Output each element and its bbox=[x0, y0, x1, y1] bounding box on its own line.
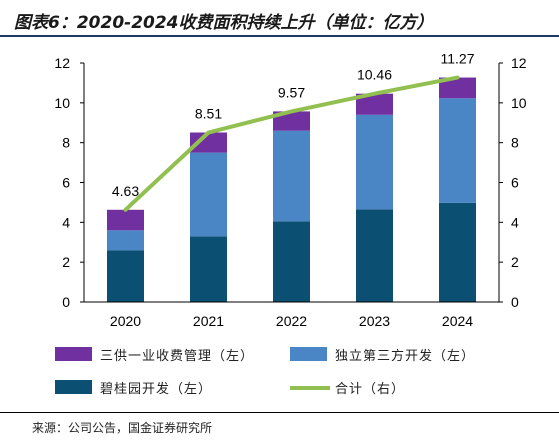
bar-segment-sanfang bbox=[273, 111, 310, 131]
legend-swatch-independent bbox=[290, 347, 327, 361]
y-left-tick-label: 12 bbox=[54, 55, 70, 71]
y-right-tick-label: 6 bbox=[511, 175, 519, 191]
legend-label-total: 合计（右） bbox=[335, 382, 406, 397]
bar-segment-country-garden bbox=[107, 250, 144, 302]
footer-divider bbox=[0, 412, 559, 413]
data-label: 8.51 bbox=[195, 106, 222, 122]
bar-segment-sanfang bbox=[439, 77, 476, 99]
y-right-tick-label: 4 bbox=[511, 214, 519, 230]
data-label: 4.63 bbox=[112, 183, 139, 199]
legend-line-total bbox=[290, 386, 330, 390]
y-right-tick-label: 8 bbox=[511, 135, 519, 151]
bar-segment-country-garden bbox=[439, 202, 476, 302]
y-left-tick-label: 0 bbox=[62, 294, 70, 310]
data-label: 10.46 bbox=[357, 67, 392, 83]
chart-title: 图表6：2020-2024收费面积持续上升（单位：亿方） bbox=[14, 13, 434, 33]
y-left-tick-label: 2 bbox=[62, 254, 70, 270]
source-note: 来源：公司公告，国金证券研究所 bbox=[32, 421, 213, 435]
y-left-tick-label: 6 bbox=[62, 175, 70, 191]
bar-segment-sanfang bbox=[356, 93, 393, 115]
bar-segment-independent bbox=[439, 98, 476, 203]
y-right-tick-label: 2 bbox=[511, 254, 519, 270]
title-divider bbox=[0, 35, 559, 37]
stacked-bar-line-chart: 0 2 4 6 8 10 12 0 2 4 6 8 10 12 2020 2021 2022 2023 2024… bbox=[54, 51, 527, 329]
bar-segment-country-garden bbox=[356, 209, 393, 302]
bar-segment-country-garden bbox=[190, 236, 227, 302]
x-tick-label: 2023 bbox=[359, 313, 390, 329]
bar-segment-country-garden bbox=[273, 221, 310, 302]
y-left-tick-label: 10 bbox=[54, 95, 70, 111]
x-tick-label: 2022 bbox=[276, 313, 307, 329]
data-label: 9.57 bbox=[278, 84, 305, 100]
x-tick-label: 2021 bbox=[193, 313, 224, 329]
bar-segment-independent bbox=[107, 230, 144, 251]
bar-segment-sanfang bbox=[107, 209, 144, 231]
y-right-tick-label: 12 bbox=[511, 55, 527, 71]
total-line bbox=[123, 75, 460, 212]
x-tick-label: 2024 bbox=[442, 313, 473, 329]
y-right-tick-label: 10 bbox=[511, 95, 527, 111]
bar-segment-independent bbox=[190, 152, 227, 237]
data-label: 11.27 bbox=[441, 51, 475, 67]
y-left-tick-label: 4 bbox=[62, 214, 70, 230]
bar-segment-independent bbox=[356, 114, 393, 210]
bar-segment-independent bbox=[273, 130, 310, 222]
bar-segment-sanfang bbox=[190, 132, 227, 153]
x-tick-label: 2020 bbox=[110, 313, 141, 329]
y-right-tick-label: 0 bbox=[511, 294, 519, 310]
legend-swatch-country-garden bbox=[55, 380, 92, 394]
legend-label-country-garden: 碧桂园开发（左） bbox=[100, 382, 213, 397]
y-left-tick-label: 8 bbox=[62, 135, 70, 151]
legend-swatch-sanfang bbox=[55, 347, 92, 361]
legend-label-independent: 独立第三方开发（左） bbox=[335, 349, 476, 364]
legend-label-sanfang: 三供一业收费管理（左） bbox=[100, 349, 255, 364]
